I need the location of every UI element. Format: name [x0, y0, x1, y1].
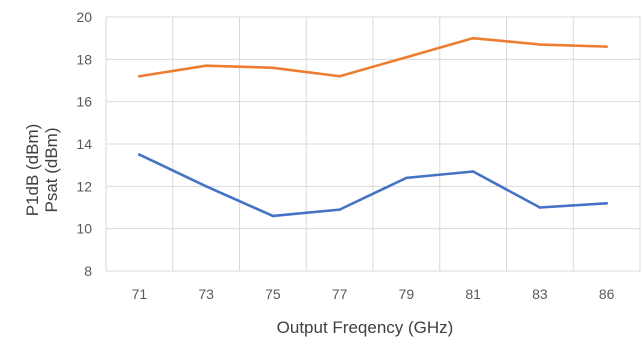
- x-tick-label: 83: [532, 286, 548, 302]
- x-tick-label: 73: [198, 286, 214, 302]
- y-tick-label: 20: [76, 9, 92, 25]
- y-axis-title-psat: Psat (dBm): [42, 127, 61, 212]
- data-point: [271, 214, 275, 218]
- y-tick-label: 16: [76, 94, 92, 110]
- x-axis-title: Output Freqency (GHz): [277, 318, 454, 337]
- y-axis-title-p1db: P1dB (dBm): [23, 124, 42, 217]
- x-tick-label: 86: [599, 286, 615, 302]
- data-point: [271, 66, 275, 70]
- y-tick-label: 14: [76, 136, 92, 152]
- data-point: [338, 208, 341, 211]
- data-point: [605, 201, 608, 205]
- plot-gridlines: [105, 16, 641, 272]
- data-point: [138, 153, 141, 156]
- y-tick-label: 8: [84, 263, 92, 279]
- y-axis-ticks: 8 10 12 14 16 18 20: [76, 9, 92, 279]
- y-tick-label: 18: [76, 51, 92, 67]
- x-tick-label: 75: [265, 286, 281, 302]
- x-tick-label: 77: [332, 286, 348, 302]
- y-tick-label: 12: [76, 178, 92, 194]
- x-tick-label: 81: [465, 286, 481, 302]
- data-point: [204, 185, 208, 188]
- x-axis-ticks: 71 73 75 77 79 81 83 86: [132, 286, 615, 302]
- data-point: [538, 206, 542, 209]
- x-tick-label: 79: [399, 286, 415, 302]
- data-point: [605, 45, 608, 48]
- data-point: [471, 36, 475, 40]
- data-point: [538, 43, 542, 46]
- y-tick-label: 10: [76, 221, 92, 237]
- data-point: [405, 176, 408, 180]
- data-point: [471, 170, 475, 173]
- data-point: [138, 74, 141, 78]
- data-point: [338, 74, 341, 78]
- x-tick-label: 71: [132, 286, 148, 302]
- data-point: [405, 55, 408, 59]
- series-line-0: [138, 36, 608, 78]
- series-line-1: [138, 153, 608, 218]
- y-axis-title: P1dB (dBm) Psat (dBm): [23, 124, 61, 217]
- data-point: [204, 64, 208, 67]
- plot-series: [138, 36, 608, 218]
